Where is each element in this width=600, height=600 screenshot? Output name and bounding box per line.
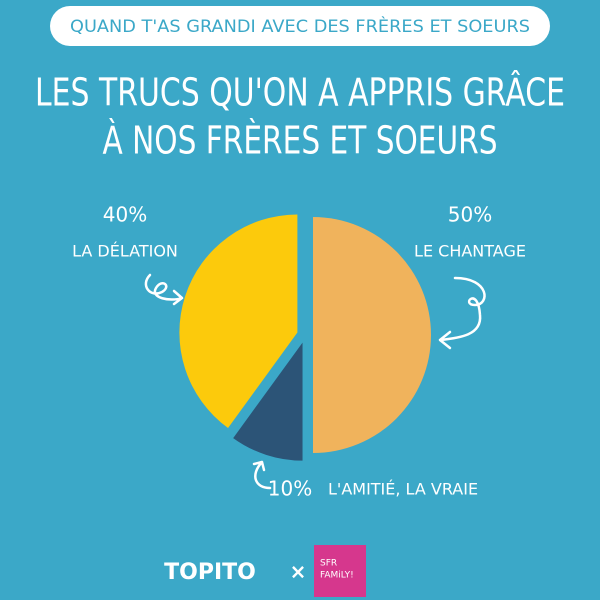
pie-slice bbox=[179, 214, 298, 428]
arrow bbox=[144, 273, 184, 306]
footer-separator: × bbox=[290, 560, 307, 584]
partner-text: SFR bbox=[320, 559, 337, 569]
arrow bbox=[438, 276, 486, 350]
pie-slice bbox=[233, 342, 303, 461]
header-pill bbox=[50, 6, 550, 46]
category-label: LE CHANTAGE bbox=[414, 242, 526, 261]
title-line: À NOS FRÈRES ET SOEURS bbox=[103, 119, 498, 163]
category-label: LA DÉLATION bbox=[72, 242, 178, 261]
pie bbox=[179, 214, 431, 461]
value-label: 40% bbox=[103, 203, 147, 227]
arrow bbox=[252, 460, 272, 490]
footer-logo: TOPITO bbox=[164, 560, 256, 585]
value-label: 50% bbox=[448, 203, 492, 227]
header-text: QUAND T'AS GRANDI AVEC DES FRÈRES ET SOE… bbox=[70, 15, 530, 37]
partner-text: FAMiLY! bbox=[320, 571, 354, 581]
category-label: L'AMITIÉ, LA VRAIE bbox=[328, 480, 478, 499]
pie-slice bbox=[313, 217, 431, 453]
partner-logo bbox=[314, 545, 366, 597]
value-label: 10% bbox=[268, 477, 312, 501]
title-line: LES TRUCS QU'ON A APPRIS GRÂCE bbox=[35, 71, 565, 115]
